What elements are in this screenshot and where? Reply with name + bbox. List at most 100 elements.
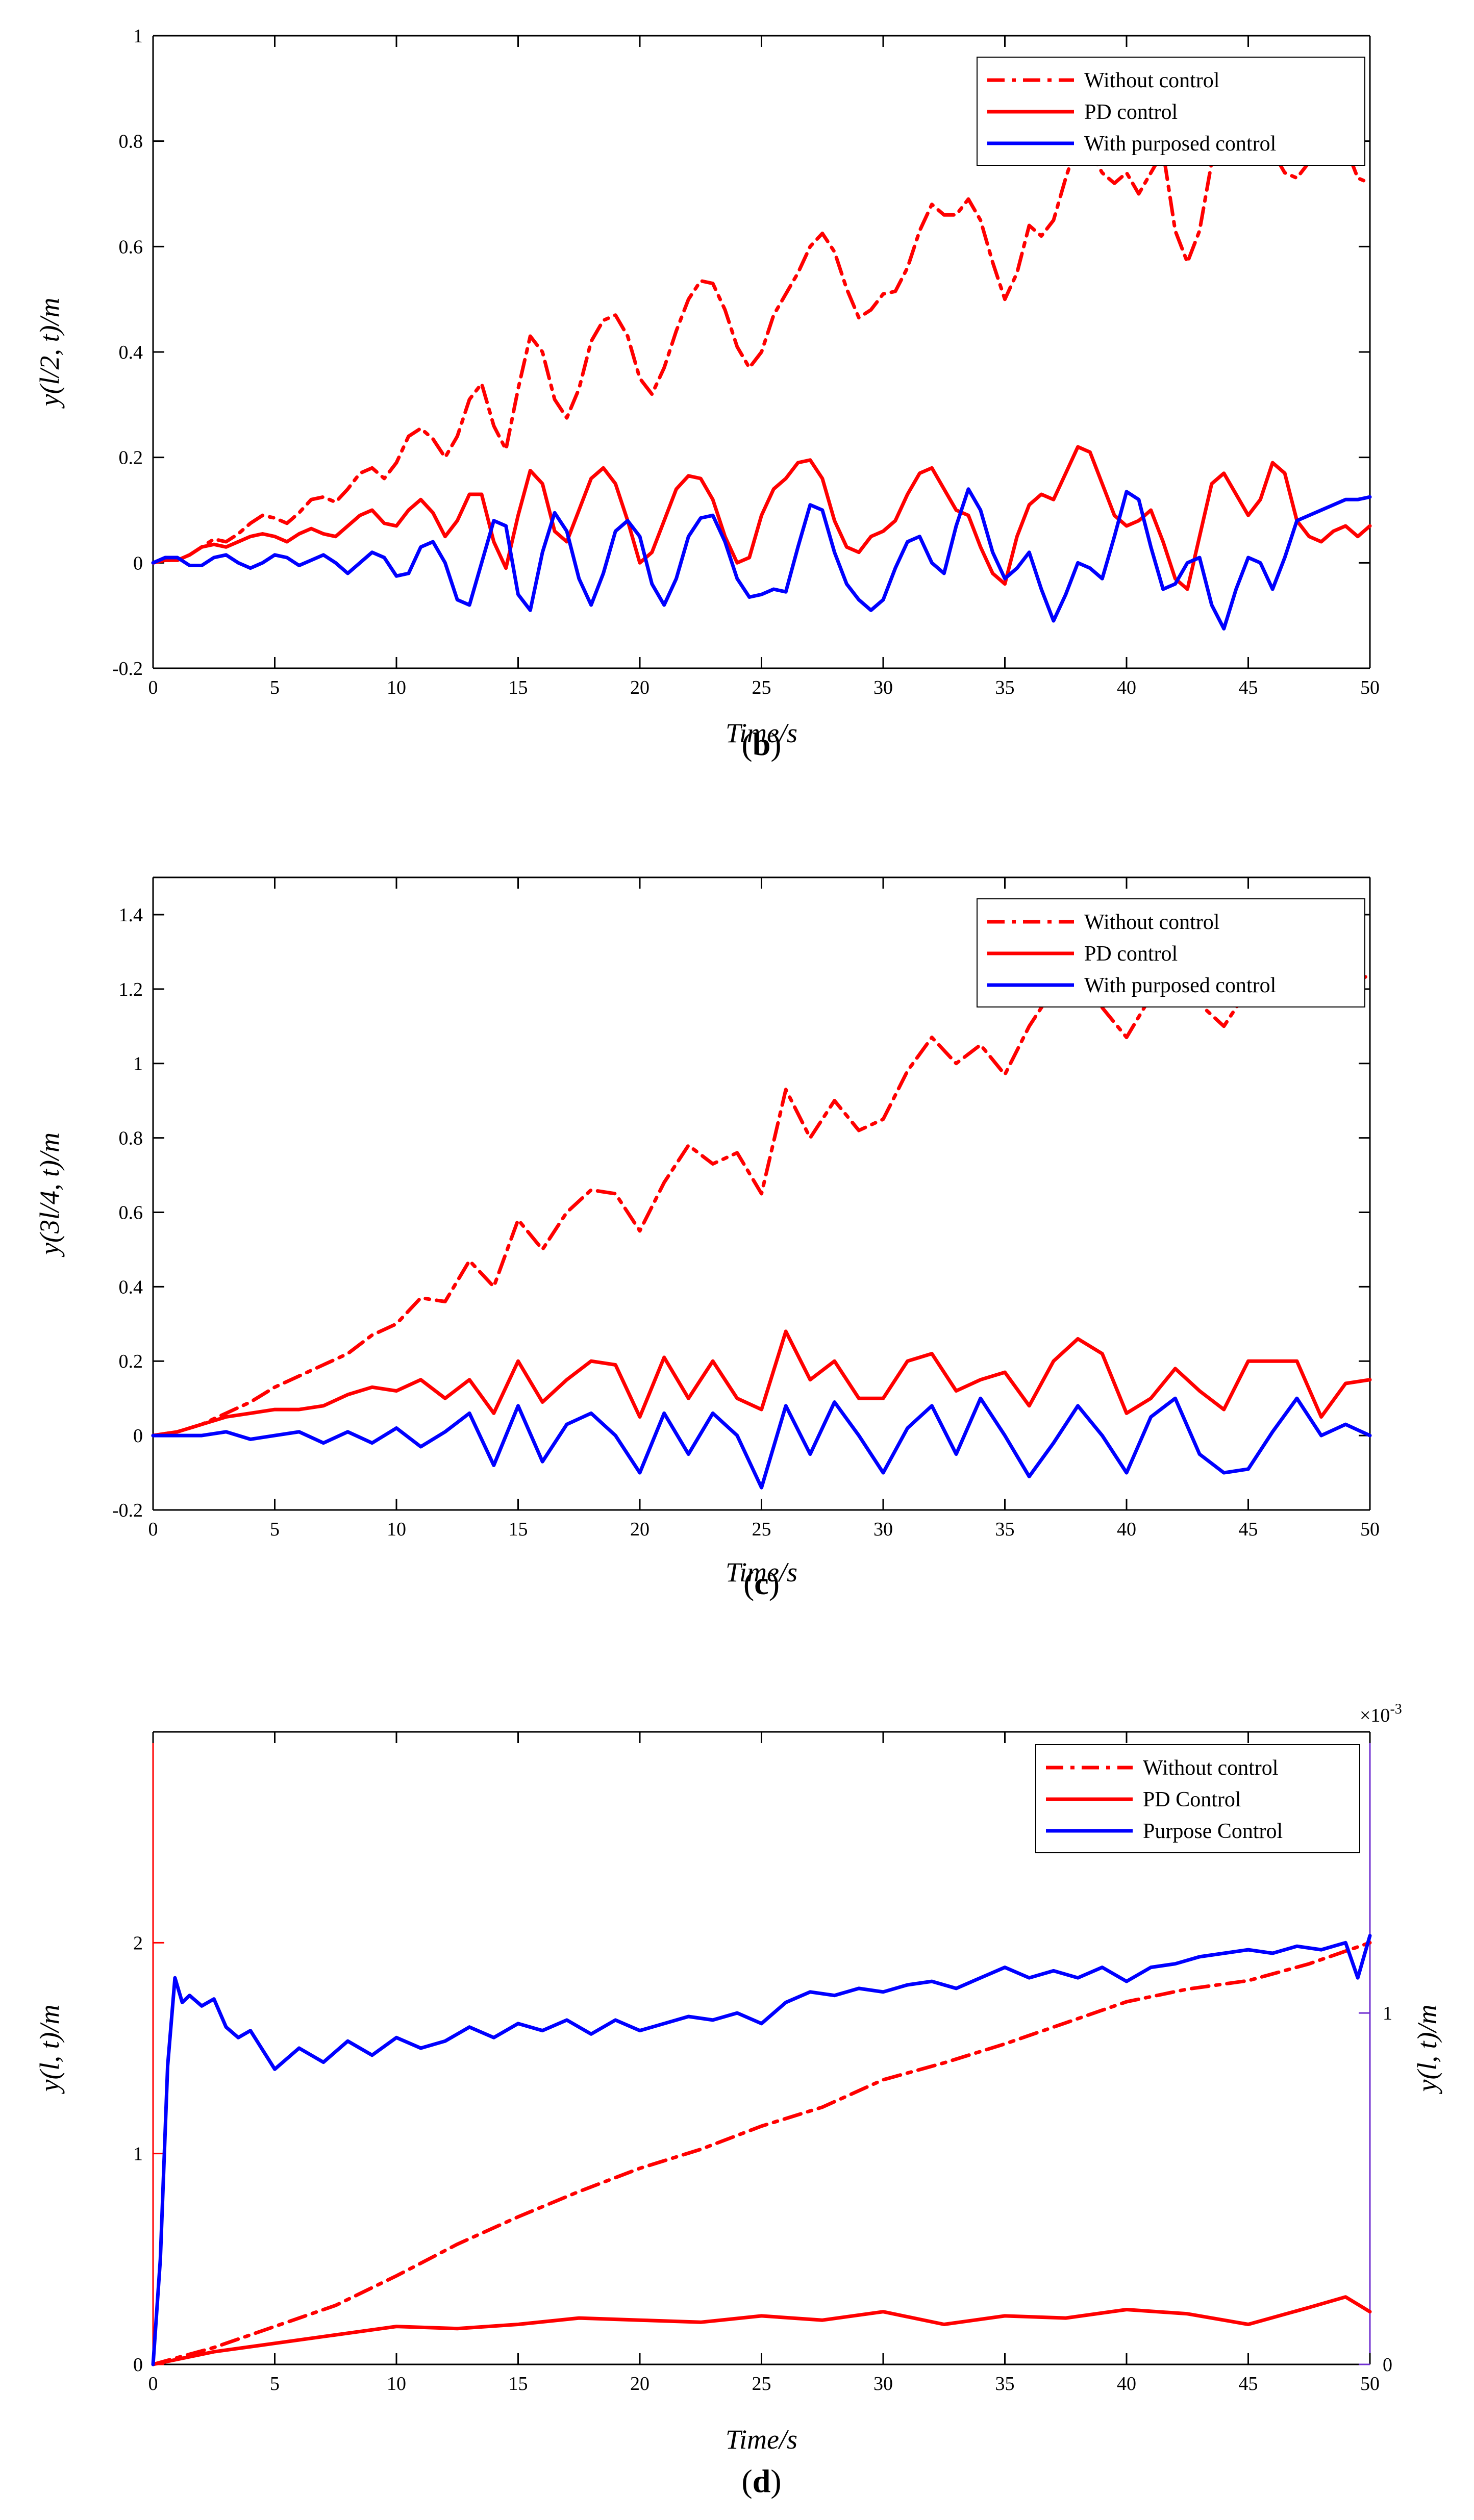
- x-tick-label: 20: [630, 677, 649, 698]
- legend: Without control PD control With purposed c…: [977, 57, 1365, 166]
- y-tick-label: 0.8: [119, 131, 143, 153]
- figure-caption: (d): [741, 2463, 781, 2499]
- x-tick-label: 30: [873, 2373, 893, 2395]
- right-axis-multiplier: ×10-3: [1360, 1701, 1402, 1726]
- x-tick-label: 10: [387, 677, 406, 698]
- y-tick-label: 0: [133, 1425, 143, 1447]
- y-tick-label: 0.4: [119, 342, 143, 363]
- x-tick-label: 15: [509, 677, 528, 698]
- x-tick-label: 5: [270, 1519, 280, 1540]
- series-line-with-purposed-control: [151, 1396, 1372, 1490]
- series-line-pd-control: [151, 445, 1372, 591]
- y-tick-label: 2: [133, 1932, 143, 1954]
- x-axis-label: Time/s: [726, 1557, 797, 1587]
- x-tick-label: 15: [509, 2373, 528, 2395]
- x-tick-label: 35: [995, 1519, 1015, 1540]
- series-line-without-control: [151, 1941, 1372, 2366]
- legend: Without control PD Control Purpose Control: [1035, 1744, 1360, 1853]
- y-axis-label: y(l, t)/m: [34, 2005, 65, 2095]
- x-tick-label: 35: [995, 677, 1015, 698]
- legend-entry: Without control: [1143, 1756, 1278, 1780]
- legend-entry: Without control: [1084, 69, 1219, 92]
- y-tick-label: 1.4: [119, 904, 143, 926]
- legend-entry: PD control: [1084, 942, 1178, 966]
- x-tick-label: 20: [630, 1519, 649, 1540]
- series-line-pd-control: [151, 2295, 1372, 2366]
- caption-close-paren: ): [769, 1565, 780, 1601]
- x-axis-label: Time/s: [726, 2424, 797, 2455]
- x-tick-label: 0: [148, 2373, 158, 2395]
- x-axis-label: Time/s: [726, 718, 797, 748]
- caption-close-paren: ): [770, 726, 781, 762]
- y-tick-label: -0.2: [112, 658, 143, 679]
- series-line-without-control: [151, 123, 1372, 565]
- y-tick-label: 0.2: [119, 1351, 143, 1372]
- x-tick-label: 25: [752, 2373, 771, 2395]
- x-tick-label: 30: [873, 677, 893, 698]
- right-y-tick-label: 0: [1383, 2354, 1392, 2376]
- x-tick-label: 0: [148, 677, 158, 698]
- series-line-pd-control: [151, 1329, 1372, 1438]
- y-tick-label: 0.2: [119, 447, 143, 469]
- caption-letter: b: [753, 726, 771, 762]
- legend: Without control PD control With purposed c…: [977, 898, 1365, 1007]
- right-y-axis-label: y(l, t)/m: [1412, 2005, 1442, 2095]
- caption-open-paren: (: [741, 2463, 752, 2499]
- legend-entry: With purposed control: [1084, 974, 1276, 997]
- figure-caption: (b): [741, 726, 781, 762]
- y-tick-label: 0.6: [119, 1202, 143, 1223]
- chart-b: 0 5 10 15 20 25 30 35 40 45 50-0.200.20.40.60.81Ti…: [34, 26, 1380, 762]
- x-tick-label: 40: [1117, 677, 1136, 698]
- y-tick-label: 1.2: [119, 979, 143, 1000]
- y-tick-label: 1: [133, 26, 143, 47]
- x-tick-label: 35: [995, 2373, 1015, 2395]
- caption-close-paren: ): [770, 2463, 781, 2499]
- x-tick-label: 45: [1239, 1519, 1258, 1540]
- x-tick-label: 25: [752, 677, 771, 698]
- legend-entry: PD Control: [1143, 1788, 1241, 1811]
- series-line-purpose-control: [151, 1934, 1372, 2366]
- x-tick-label: 45: [1239, 2373, 1258, 2395]
- x-tick-label: 0: [148, 1519, 158, 1540]
- legend-entry: Purpose Control: [1143, 1820, 1283, 1843]
- x-tick-label: 30: [873, 1519, 893, 1540]
- x-tick-label: 5: [270, 677, 280, 698]
- x-tick-label: 50: [1360, 677, 1380, 698]
- caption-open-paren: (: [743, 1565, 754, 1601]
- x-tick-label: 10: [387, 2373, 406, 2395]
- legend-entry: PD control: [1084, 100, 1178, 124]
- y-tick-label: -0.2: [112, 1500, 143, 1521]
- figure-caption: (c): [743, 1565, 780, 1601]
- caption-letter: d: [753, 2463, 771, 2499]
- y-tick-label: 0.6: [119, 236, 143, 258]
- right-axis-exponent: -3: [1390, 1701, 1402, 1717]
- x-tick-label: 50: [1360, 1519, 1380, 1540]
- series-line-with-purposed-control: [151, 487, 1372, 631]
- y-axis-label: y(3l/4, t)/m: [34, 1132, 65, 1257]
- y-tick-label: 0.4: [119, 1276, 143, 1298]
- x-tick-label: 40: [1117, 1519, 1136, 1540]
- y-tick-label: 0.8: [119, 1128, 143, 1149]
- x-tick-label: 10: [387, 1519, 406, 1540]
- x-tick-label: 20: [630, 2373, 649, 2395]
- x-tick-label: 50: [1360, 2373, 1380, 2395]
- legend-entry: Without control: [1084, 911, 1219, 934]
- y-tick-label: 0: [133, 2354, 143, 2376]
- series-line-without-control: [151, 950, 1372, 1438]
- chart-c: 0 5 10 15 20 25 30 35 40 45 50-0.200.20.40.60.811.…: [34, 876, 1380, 1601]
- x-tick-label: 45: [1239, 677, 1258, 698]
- x-tick-label: 25: [752, 1519, 771, 1540]
- caption-letter: c: [754, 1565, 768, 1601]
- legend-entry: With purposed control: [1084, 132, 1276, 156]
- caption-open-paren: (: [741, 726, 752, 762]
- y-tick-label: 1: [133, 1053, 143, 1075]
- right-y-tick-label: 1: [1383, 2003, 1392, 2024]
- y-tick-label: 0: [133, 552, 143, 574]
- x-tick-label: 40: [1117, 2373, 1136, 2395]
- x-tick-label: 5: [270, 2373, 280, 2395]
- y-tick-label: 1: [133, 2144, 143, 2165]
- y-axis-label: y(l/2, t)/m: [34, 298, 65, 409]
- x-tick-label: 15: [509, 1519, 528, 1540]
